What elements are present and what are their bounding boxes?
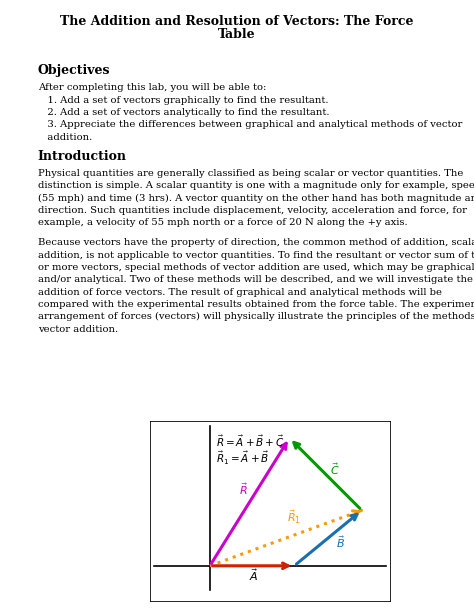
Text: Introduction: Introduction: [38, 150, 127, 163]
Text: 1. Add a set of vectors graphically to find the resultant.: 1. Add a set of vectors graphically to f…: [38, 96, 328, 105]
Text: 3. Appreciate the differences between graphical and analytical methods of vector: 3. Appreciate the differences between gr…: [38, 120, 462, 129]
Text: addition of force vectors. The result of graphical and analytical methods will b: addition of force vectors. The result of…: [38, 287, 442, 297]
Text: distinction is simple. A scalar quantity is one with a magnitude only for exampl: distinction is simple. A scalar quantity…: [38, 181, 474, 190]
Text: Because vectors have the property of direction, the common method of addition, s: Because vectors have the property of dir…: [38, 238, 474, 247]
Text: The Addition and Resolution of Vectors: The Force: The Addition and Resolution of Vectors: …: [60, 15, 414, 28]
Text: After completing this lab, you will be able to:: After completing this lab, you will be a…: [38, 83, 266, 93]
Text: compared with the experimental results obtained from the force table. The experi: compared with the experimental results o…: [38, 300, 474, 309]
Text: Table: Table: [218, 28, 256, 40]
Text: $\vec{R}$: $\vec{R}$: [239, 481, 248, 497]
Text: and/or analytical. Two of these methods will be described, and we will investiga: and/or analytical. Two of these methods …: [38, 275, 473, 284]
Text: $\vec{R}_1$: $\vec{R}_1$: [287, 509, 301, 527]
Text: example, a velocity of 55 mph north or a force of 20 N along the +y axis.: example, a velocity of 55 mph north or a…: [38, 218, 408, 227]
Text: or more vectors, special methods of vector addition are used, which may be graph: or more vectors, special methods of vect…: [38, 263, 474, 272]
Text: $\vec{A}$: $\vec{A}$: [248, 568, 258, 584]
Text: 2. Add a set of vectors analytically to find the resultant.: 2. Add a set of vectors analytically to …: [38, 108, 329, 117]
Text: direction. Such quantities include displacement, velocity, acceleration and forc: direction. Such quantities include displ…: [38, 206, 467, 215]
Text: arrangement of forces (vectors) will physically illustrate the principles of the: arrangement of forces (vectors) will phy…: [38, 313, 474, 321]
Text: Objectives: Objectives: [38, 64, 110, 77]
Text: $\vec{B}$: $\vec{B}$: [336, 534, 345, 549]
Text: $\vec{R} = \vec{A}+\vec{B}+\vec{C}$: $\vec{R} = \vec{A}+\vec{B}+\vec{C}$: [216, 433, 285, 449]
Text: vector addition.: vector addition.: [38, 325, 118, 333]
Text: (55 mph) and time (3 hrs). A vector quantity on the other hand has both magnitud: (55 mph) and time (3 hrs). A vector quan…: [38, 194, 474, 203]
Text: $\vec{R}_1 = \vec{A}+\vec{B}$: $\vec{R}_1 = \vec{A}+\vec{B}$: [216, 450, 269, 467]
Text: $\vec{C}$: $\vec{C}$: [330, 462, 340, 477]
Text: addition.: addition.: [38, 133, 92, 142]
Text: addition, is not applicable to vector quantities. To find the resultant or vecto: addition, is not applicable to vector qu…: [38, 251, 474, 259]
Text: Physical quantities are generally classified as being scalar or vector quantitie: Physical quantities are generally classi…: [38, 169, 463, 178]
